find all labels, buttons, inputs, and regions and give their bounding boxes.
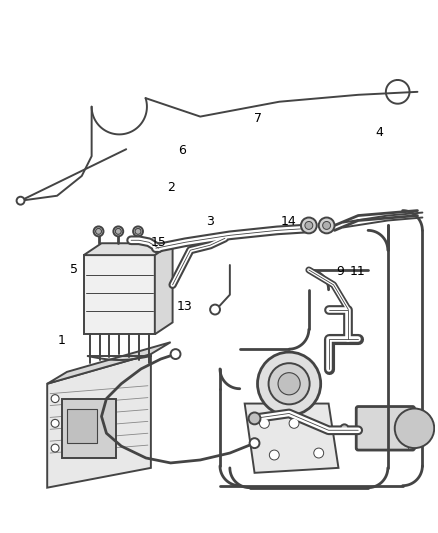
Polygon shape [245, 403, 339, 473]
Text: 1: 1 [57, 334, 65, 347]
Text: 14: 14 [280, 215, 296, 228]
Circle shape [51, 394, 59, 402]
FancyBboxPatch shape [62, 399, 117, 458]
Text: 13: 13 [177, 300, 192, 312]
Circle shape [95, 229, 102, 235]
Text: 6: 6 [178, 144, 186, 157]
Text: 15: 15 [151, 236, 166, 249]
Circle shape [210, 304, 220, 314]
Circle shape [314, 448, 324, 458]
Circle shape [249, 413, 261, 424]
Polygon shape [84, 243, 173, 255]
Circle shape [51, 419, 59, 427]
Circle shape [278, 373, 300, 395]
Circle shape [115, 229, 121, 235]
Text: 3: 3 [206, 215, 214, 228]
Circle shape [171, 349, 180, 359]
Text: 7: 7 [254, 112, 262, 125]
Circle shape [269, 450, 279, 460]
Polygon shape [47, 354, 151, 488]
Text: 2: 2 [167, 181, 175, 194]
Circle shape [250, 438, 259, 448]
Circle shape [340, 424, 348, 432]
Circle shape [133, 227, 143, 236]
Circle shape [135, 229, 141, 235]
Circle shape [259, 418, 269, 429]
FancyBboxPatch shape [67, 408, 96, 443]
Polygon shape [47, 342, 171, 384]
FancyBboxPatch shape [356, 407, 414, 450]
Circle shape [17, 197, 25, 205]
Circle shape [319, 217, 335, 233]
Circle shape [94, 227, 103, 236]
Circle shape [51, 444, 59, 452]
Circle shape [113, 227, 123, 236]
Circle shape [395, 408, 434, 448]
Text: 9: 9 [336, 265, 344, 278]
Circle shape [305, 222, 313, 229]
Text: 4: 4 [375, 125, 383, 139]
Circle shape [289, 418, 299, 429]
Polygon shape [155, 243, 173, 334]
Text: 5: 5 [70, 263, 78, 276]
Circle shape [323, 222, 331, 229]
Circle shape [301, 217, 317, 233]
FancyBboxPatch shape [84, 255, 155, 334]
Circle shape [268, 363, 310, 405]
Circle shape [258, 352, 321, 415]
Text: 11: 11 [350, 265, 365, 278]
